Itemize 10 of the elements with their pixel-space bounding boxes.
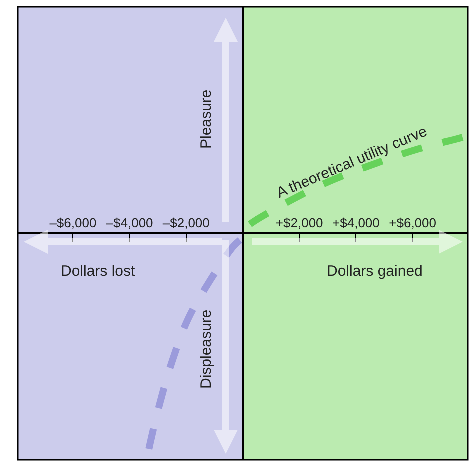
annotation: Dollars lost xyxy=(61,263,136,280)
annotation: Displeasure xyxy=(198,310,215,389)
annotation: Dollars gained xyxy=(327,263,423,280)
x-tick-label: –$4,000 xyxy=(106,216,154,231)
x-tick-label: –$6,000 xyxy=(50,216,97,231)
x-tick-label: +$2,000 xyxy=(276,216,324,231)
x-tick-label: –$2,000 xyxy=(162,216,210,231)
x-tick-label: +$4,000 xyxy=(332,216,380,231)
x-tick-label: +$6,000 xyxy=(389,216,436,231)
annotation: Pleasure xyxy=(198,90,215,149)
